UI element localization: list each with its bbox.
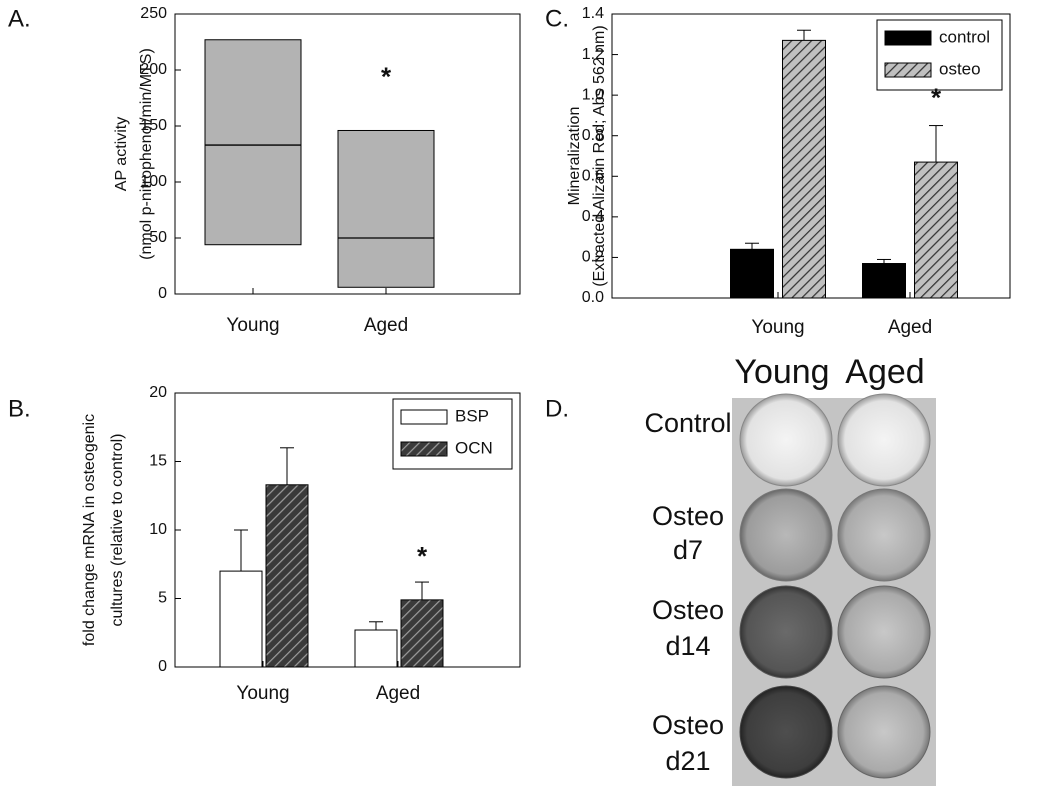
y-tick-label: 100 [140, 173, 167, 190]
bar [914, 161, 958, 299]
box [204, 39, 302, 246]
y-tick-label: 0.0 [582, 289, 604, 306]
plot-frame [611, 13, 1011, 299]
bar [354, 629, 398, 668]
annotation: * [931, 82, 942, 112]
bar [782, 39, 826, 299]
bar [265, 484, 309, 668]
legend-swatch [884, 30, 932, 46]
y-axis-label: cultures (relative to control) [109, 434, 126, 627]
y-axis-label: Mineralization [566, 107, 583, 206]
plot-frame [174, 13, 521, 295]
y-tick-label: 1.4 [582, 5, 604, 22]
y-tick-label: 0.6 [582, 168, 604, 185]
well [739, 488, 833, 582]
plot-frame [174, 392, 521, 668]
panel-label: C. [545, 5, 569, 32]
y-tick-label: 50 [149, 229, 167, 246]
y-tick-label: 0.8 [582, 127, 604, 144]
row-label: d14 [665, 631, 710, 661]
bar [862, 263, 906, 299]
x-tick-label: Young [236, 683, 289, 704]
y-axis-label: (nmol p-nitrophenol/min/MTS) [138, 48, 155, 260]
x-tick-label: Young [226, 315, 279, 336]
y-tick-label: 0.4 [582, 208, 604, 225]
legend-swatch [884, 62, 932, 78]
y-tick-label: 15 [149, 453, 167, 470]
legend-swatch [400, 441, 448, 457]
y-axis-label: fold change mRNA in osteogenic [81, 414, 98, 646]
bar [730, 248, 774, 299]
y-tick-label: 1.2 [582, 46, 604, 63]
panel-label: B. [8, 395, 31, 422]
y-tick-label: 1.0 [582, 86, 604, 103]
y-axis-label: AP activity [113, 117, 130, 191]
y-tick-label: 0 [158, 658, 167, 675]
row-label: Control [644, 408, 731, 438]
panel-label: A. [8, 5, 31, 32]
annotation: * [417, 541, 428, 571]
bar [219, 570, 263, 668]
x-tick-label: Aged [888, 317, 932, 338]
row-label: Osteo [652, 595, 724, 625]
column-label: Aged [845, 353, 924, 391]
column-label: Young [734, 353, 829, 391]
row-label: d21 [665, 746, 710, 776]
y-tick-label: 0 [158, 285, 167, 302]
y-tick-label: 200 [140, 61, 167, 78]
legend-label: BSP [455, 406, 489, 425]
well [837, 488, 931, 582]
panel-label: D. [545, 395, 569, 422]
legend-swatch [400, 409, 448, 425]
y-tick-label: 250 [140, 5, 167, 22]
y-tick-label: 5 [158, 590, 167, 607]
well [739, 585, 833, 679]
legend-label: control [939, 27, 990, 46]
annotation: * [381, 61, 392, 91]
box [337, 129, 435, 288]
y-tick-label: 10 [149, 521, 167, 538]
well [837, 685, 931, 779]
x-tick-label: Aged [364, 315, 408, 336]
well [739, 393, 833, 487]
row-label: Osteo [652, 501, 724, 531]
bar [400, 599, 444, 668]
x-tick-label: Aged [376, 683, 420, 704]
photo-panel: D. Young Aged Control Osteo d7 Osteo d14… [545, 353, 936, 786]
x-tick-label: Young [751, 317, 804, 338]
row-label: Osteo [652, 710, 724, 740]
well [739, 685, 833, 779]
y-tick-label: 0.2 [582, 249, 604, 266]
legend-label: OCN [455, 438, 493, 457]
y-tick-label: 150 [140, 117, 167, 134]
row-label: d7 [673, 535, 703, 565]
y-axis-label: (Extracted Alizarin Red; Abs 562 nm) [591, 25, 608, 286]
well [837, 585, 931, 679]
well [837, 393, 931, 487]
y-tick-label: 20 [149, 384, 167, 401]
legend-label: osteo [939, 59, 981, 78]
